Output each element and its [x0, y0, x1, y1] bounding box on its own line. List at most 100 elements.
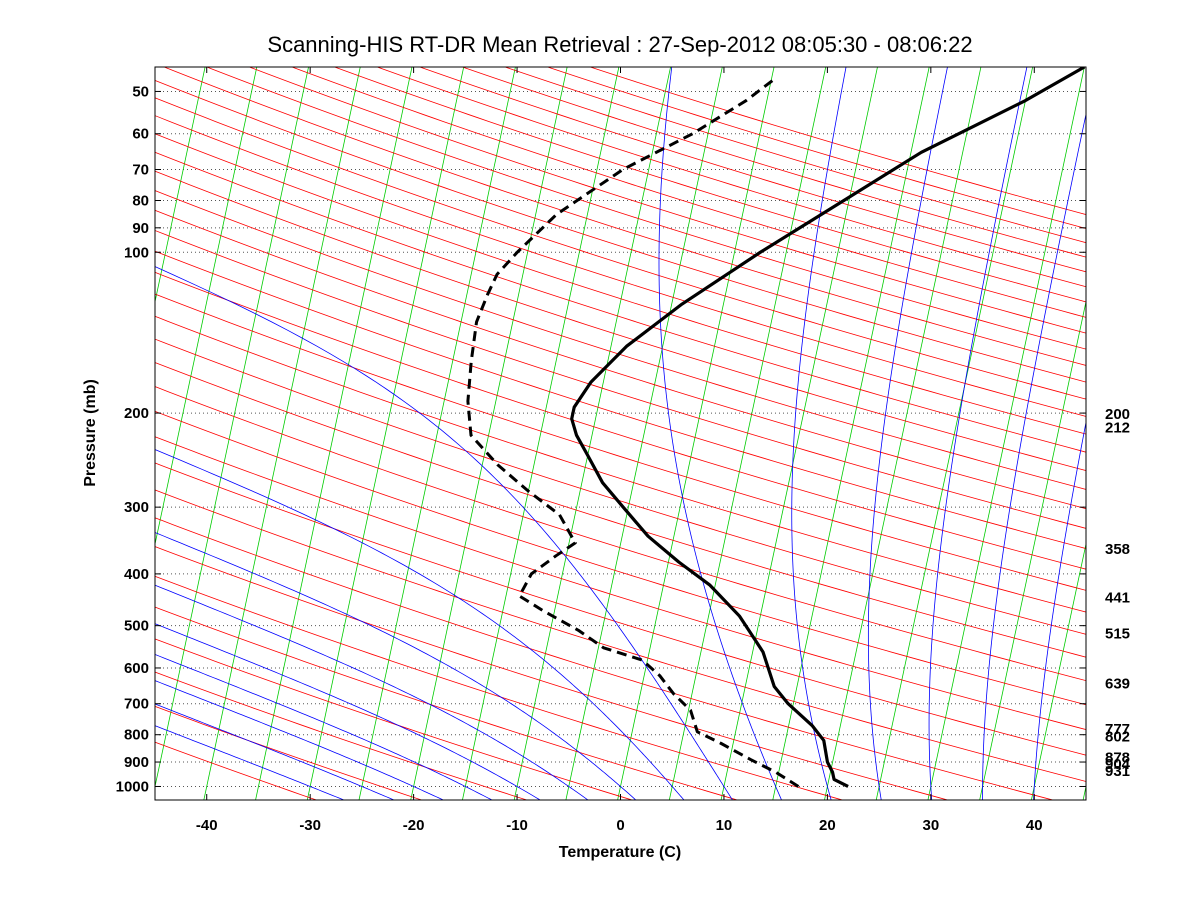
- level-label: 358: [1105, 541, 1130, 558]
- dry-adiabat-line: [503, 67, 1086, 244]
- y-tick-label: 900: [124, 754, 149, 771]
- y-tick-label: 60: [132, 126, 149, 143]
- dry-adiabat-line: [155, 271, 1086, 570]
- dry-adiabat-line: [333, 67, 1086, 303]
- isotherm-line: [462, 67, 620, 800]
- y-tick-label: 800: [124, 727, 149, 744]
- dry-adiabat-line: [290, 67, 1086, 318]
- dry-adiabat-line: [155, 209, 1086, 510]
- dry-adiabat-line: [376, 67, 1086, 288]
- dry-adiabat-line: [155, 671, 529, 800]
- x-tick-label: 10: [716, 817, 733, 834]
- isotherm-line: [927, 67, 1085, 800]
- x-axis-label: Temperature (C): [559, 844, 681, 861]
- dry-adiabat-line: [155, 338, 1086, 635]
- isotherm-line: [875, 67, 1034, 800]
- dry-adiabat-line: [155, 170, 1086, 472]
- dry-adiabat-line: [155, 462, 1086, 756]
- x-tick-label: 30: [922, 817, 939, 834]
- dry-adiabat-line: [461, 67, 1086, 258]
- isotherm-line: [979, 299, 1086, 800]
- dry-adiabat-line: [155, 575, 844, 800]
- y-axis: 1000 900 800 700 600 500 400 300 200 100 90 80 70 60 5…: [116, 83, 1086, 795]
- dry-adiabat-line: [155, 546, 950, 800]
- moist-adiabat-line: [155, 449, 685, 800]
- y-tick-label: 600: [124, 660, 149, 677]
- dry-adiabat-line: [155, 489, 1086, 782]
- moist-adiabat-line: [1033, 420, 1086, 800]
- dry-adiabat-line: [155, 606, 739, 800]
- level-label: 931: [1105, 763, 1130, 780]
- dry-adiabat-line: [155, 315, 1086, 613]
- level-label: 200: [1105, 406, 1130, 423]
- profile-series: [466, 67, 1086, 788]
- temperature-profile-line: [570, 67, 1086, 788]
- level-label: 904: [1105, 756, 1131, 773]
- y-axis-label: Pressure (mb): [82, 379, 99, 487]
- dry-adiabat-line: [155, 362, 1086, 658]
- y-tick-label: 100: [124, 244, 149, 261]
- dry-adiabat-line: [155, 436, 1086, 731]
- moist-adiabat-line: [155, 266, 733, 800]
- isotherm-line: [155, 67, 206, 304]
- isotherm-line: [1030, 542, 1086, 800]
- y-tick-label: 90: [132, 220, 149, 237]
- isotherm-line: [255, 67, 413, 800]
- x-tick-label: -10: [506, 817, 528, 834]
- y-tick-label: 80: [132, 192, 149, 209]
- moist-adiabat-line: [867, 67, 948, 800]
- isotherm-line: [617, 67, 775, 800]
- dry-adiabat-line: [163, 67, 1086, 366]
- moist-adiabat-line: [928, 67, 1028, 800]
- moist-adiabat-line: [791, 67, 847, 800]
- level-label: 802: [1105, 728, 1130, 745]
- moist-adiabat-line: [155, 680, 445, 800]
- thermodynamic-background: [155, 67, 1086, 800]
- x-axis: -40 -30 -20 -10 0 10 20 30 40: [196, 67, 1043, 834]
- y-tick-label: 50: [132, 83, 149, 100]
- dry-adiabat-line: [248, 67, 1086, 334]
- isotherm-line: [565, 67, 723, 800]
- dewpoint-profile-line: [466, 75, 800, 788]
- dry-adiabat-line: [155, 133, 1086, 435]
- x-tick-label: 40: [1026, 817, 1043, 834]
- dry-adiabat-line: [155, 517, 1055, 800]
- dry-adiabat-line: [205, 67, 1086, 350]
- x-tick-label: -20: [403, 817, 425, 834]
- dry-adiabat-line: [155, 97, 1086, 400]
- x-tick-label: 20: [819, 817, 836, 834]
- isotherm-line: [824, 67, 982, 800]
- isotherm-line: [668, 67, 827, 800]
- isotherm-line: [720, 67, 878, 800]
- dry-adiabat-line: [155, 250, 1086, 549]
- y-tick-label: 200: [124, 405, 149, 422]
- moist-adiabat-line: [155, 532, 637, 800]
- moist-adiabat-line: [155, 584, 589, 800]
- isotherm-line: [772, 67, 930, 800]
- dry-adiabat-line: [155, 190, 1086, 490]
- dry-adiabat-line: [589, 67, 1086, 215]
- dry-adiabat-line: [155, 638, 634, 800]
- x-tick-label: -30: [299, 817, 321, 834]
- y-tick-label: 500: [124, 618, 149, 635]
- y-tick-label: 1000: [116, 778, 149, 795]
- level-label: 777: [1105, 721, 1130, 738]
- isotherm-line: [155, 67, 258, 547]
- dry-adiabat-line: [155, 151, 1086, 453]
- level-label: 515: [1105, 626, 1130, 643]
- y-tick-label: 400: [124, 566, 149, 583]
- level-label: 878: [1105, 749, 1130, 766]
- level-label: 639: [1105, 676, 1130, 693]
- chart-title: Scanning-HIS RT-DR Mean Retrieval : 27-S…: [267, 32, 972, 57]
- x-tick-label: -40: [196, 817, 218, 834]
- dry-adiabat-line: [546, 67, 1086, 229]
- moist-adiabat-line: [155, 623, 541, 800]
- y-tick-label: 300: [124, 499, 149, 516]
- dry-adiabat-line: [155, 410, 1086, 706]
- y-tick-label: 70: [132, 162, 149, 179]
- moist-adiabat-line: [155, 654, 493, 800]
- isotherm-line: [410, 67, 568, 800]
- isotherm-line: [358, 67, 516, 800]
